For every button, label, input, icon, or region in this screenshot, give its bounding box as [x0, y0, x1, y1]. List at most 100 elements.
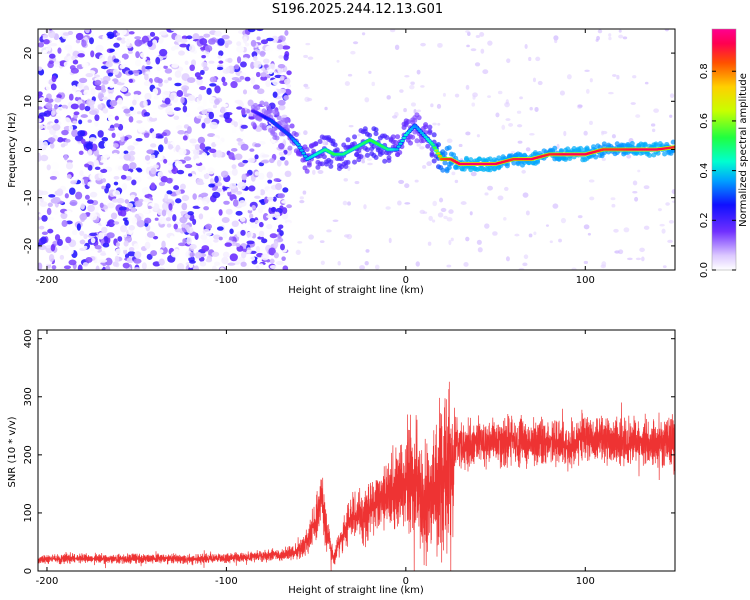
noise-blob [506, 58, 511, 64]
noise-blob [181, 202, 188, 211]
noise-blob [659, 223, 665, 227]
ridge-halo-blob [324, 161, 330, 167]
noise-blob [73, 111, 80, 116]
noise-blob [216, 188, 222, 193]
noise-blob [201, 54, 206, 59]
noise-blob [87, 149, 93, 157]
ridge-halo-blob [410, 134, 416, 140]
noise-blob [55, 178, 63, 187]
noise-blob [209, 178, 214, 184]
noise-blob [216, 226, 224, 231]
noise-blob [105, 251, 112, 256]
noise-blob [94, 245, 102, 250]
noise-blob [501, 124, 506, 130]
noise-blob [669, 114, 673, 118]
noise-blob [183, 87, 188, 95]
noise-blob [122, 163, 130, 172]
noise-blob [275, 260, 284, 266]
noise-blob [174, 70, 182, 78]
noise-blob [49, 43, 58, 47]
noise-blob [183, 81, 189, 85]
noise-blob [364, 261, 369, 266]
noise-blob [238, 199, 247, 207]
noise-blob [192, 149, 200, 156]
y-tick-label: 100 [23, 503, 34, 522]
noise-blob [324, 106, 328, 111]
noise-blob [665, 202, 670, 206]
noise-blob [115, 85, 120, 91]
noise-blob [229, 228, 234, 235]
noise-blob [221, 76, 226, 83]
ridge-halo-blob [367, 132, 373, 138]
noise-blob [350, 50, 356, 55]
noise-blob [225, 124, 234, 129]
noise-blob [266, 171, 273, 179]
noise-blob [354, 181, 360, 185]
noise-blob [261, 253, 269, 261]
noise-blob [608, 36, 612, 41]
noise-blob [363, 204, 367, 210]
noise-blob [560, 217, 567, 224]
noise-blob [150, 143, 157, 148]
noise-blob [156, 267, 166, 270]
noise-blob [222, 232, 228, 239]
snr-y-label: SNR (10 * v/v) [7, 416, 18, 487]
noise-blob [173, 115, 180, 121]
ridge-halo-blob [440, 167, 446, 173]
noise-blob [88, 137, 97, 142]
noise-blob [326, 229, 332, 233]
noise-blob [95, 265, 100, 270]
noise-blob [136, 168, 143, 173]
noise-blob [246, 108, 251, 114]
noise-blob [45, 102, 53, 109]
noise-blob [236, 56, 242, 64]
noise-blob [101, 185, 106, 190]
noise-blob [532, 77, 537, 83]
noise-blob [503, 186, 509, 191]
noise-blob [121, 53, 129, 60]
noise-blob [261, 238, 268, 244]
noise-blob [252, 84, 260, 90]
noise-blob [470, 171, 477, 177]
noise-blob [272, 196, 277, 202]
noise-blob [213, 261, 221, 266]
noise-blob [475, 35, 481, 38]
ridge-peak-blob [297, 146, 302, 149]
noise-blob [534, 106, 539, 112]
noise-blob [632, 190, 638, 194]
noise-blob [181, 35, 188, 40]
noise-blob [404, 183, 410, 189]
noise-blob [167, 144, 174, 150]
noise-blob [120, 224, 128, 233]
noise-blob [437, 42, 443, 48]
noise-blob [219, 191, 225, 195]
noise-blob [89, 37, 94, 45]
noise-blob [556, 143, 560, 149]
ridge-halo-blob [356, 148, 362, 154]
noise-blob [209, 83, 217, 87]
noise-blob [46, 125, 52, 130]
noise-blob [131, 216, 138, 225]
noise-blob [109, 48, 115, 53]
noise-blob [81, 62, 89, 69]
noise-blob [158, 82, 163, 87]
ridge-halo-blob [662, 151, 668, 157]
ridge-halo-blob [425, 143, 431, 149]
noise-blob [352, 41, 359, 45]
noise-blob [359, 265, 365, 270]
noise-blob [144, 92, 152, 101]
noise-blob [140, 52, 146, 58]
ridge-halo-blob [655, 150, 661, 156]
noise-blob [176, 124, 183, 130]
ridge-halo-blob [567, 155, 573, 161]
noise-blob [257, 236, 264, 240]
noise-blob [60, 212, 68, 220]
noise-blob [72, 120, 78, 125]
noise-blob [299, 196, 304, 200]
noise-blob [518, 267, 525, 270]
noise-blob [255, 246, 261, 253]
noise-blob [269, 63, 276, 71]
ridge-peak-blob [400, 139, 405, 143]
ridge-peak-blob [423, 135, 428, 139]
noise-blob [495, 112, 500, 118]
